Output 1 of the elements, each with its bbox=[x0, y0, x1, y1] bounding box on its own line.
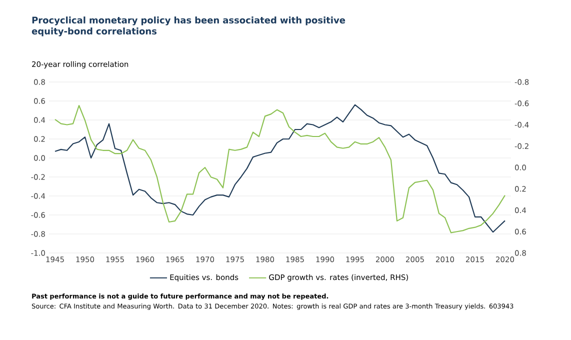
chart-title: Procyclical monetary policy has been associated with positive equity-bond correlations bbox=[32, 16, 346, 36]
